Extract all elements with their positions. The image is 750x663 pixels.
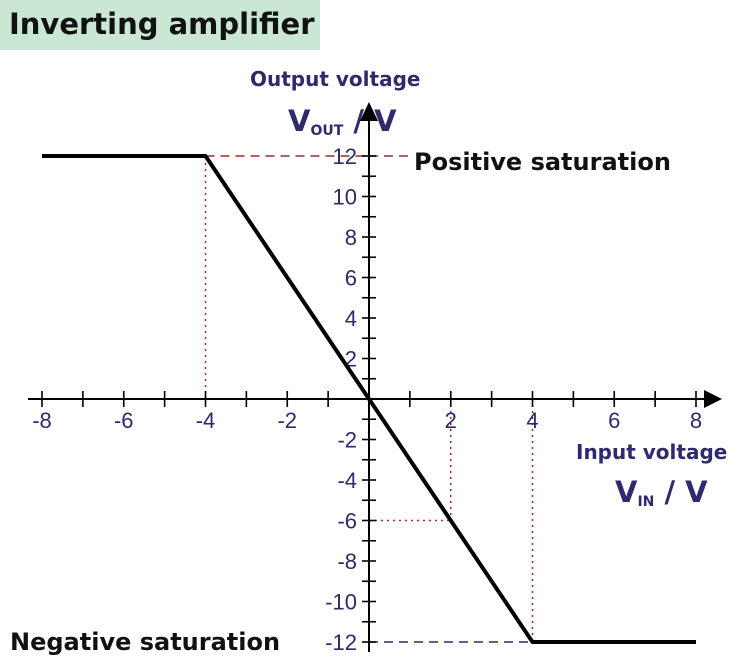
x-axis-title-sub: IN — [637, 494, 654, 510]
axes — [28, 102, 722, 652]
x-tick-label: -4 — [196, 408, 216, 433]
x-tick-label: 2 — [445, 408, 457, 433]
y-tick-label: 8 — [345, 225, 357, 250]
y-tick-label: 12 — [333, 144, 357, 169]
y-tick-label: -4 — [337, 468, 357, 493]
x-tick-label: 8 — [690, 408, 702, 433]
y-axis-title: VOUT / V — [288, 104, 397, 139]
y-axis-title-sub: OUT — [310, 123, 343, 139]
annotation-positive-saturation: Positive saturation — [414, 148, 671, 176]
x-tick-label: -8 — [32, 408, 52, 433]
y-axis-title-unit: / V — [343, 104, 397, 138]
x-axis-title-unit: / V — [654, 475, 708, 509]
annotation-negative-saturation: Negative saturation — [10, 628, 280, 656]
y-tick-label: -10 — [325, 590, 357, 615]
x-tick-label: -2 — [277, 408, 297, 433]
y-tick-label: 10 — [333, 185, 357, 210]
y-tick-label: -12 — [325, 630, 357, 655]
series-line-0 — [42, 154, 696, 644]
x-axis-arrow — [704, 390, 722, 408]
y-tick-label: -2 — [337, 428, 357, 453]
x-tick-label: 6 — [608, 408, 620, 433]
y-axis-title-line1: Output voltage — [250, 67, 420, 91]
series — [42, 154, 696, 644]
ticks — [41, 155, 697, 643]
x-axis-title-main: V — [615, 475, 638, 509]
y-axis-title-main: V — [288, 104, 311, 138]
y-tick-label: -8 — [337, 549, 357, 574]
y-tick-label: 4 — [345, 306, 357, 331]
y-tick-label: -6 — [337, 509, 357, 534]
y-axis-arrow — [360, 102, 378, 121]
x-axis-title-line1: Input voltage — [576, 440, 727, 464]
x-axis-title: VIN / V — [615, 475, 708, 510]
chart-title: Inverting amplifier — [0, 0, 320, 50]
y-tick-label: 6 — [345, 266, 357, 291]
x-tick-label: -6 — [114, 408, 134, 433]
x-tick-label: 4 — [526, 408, 538, 433]
